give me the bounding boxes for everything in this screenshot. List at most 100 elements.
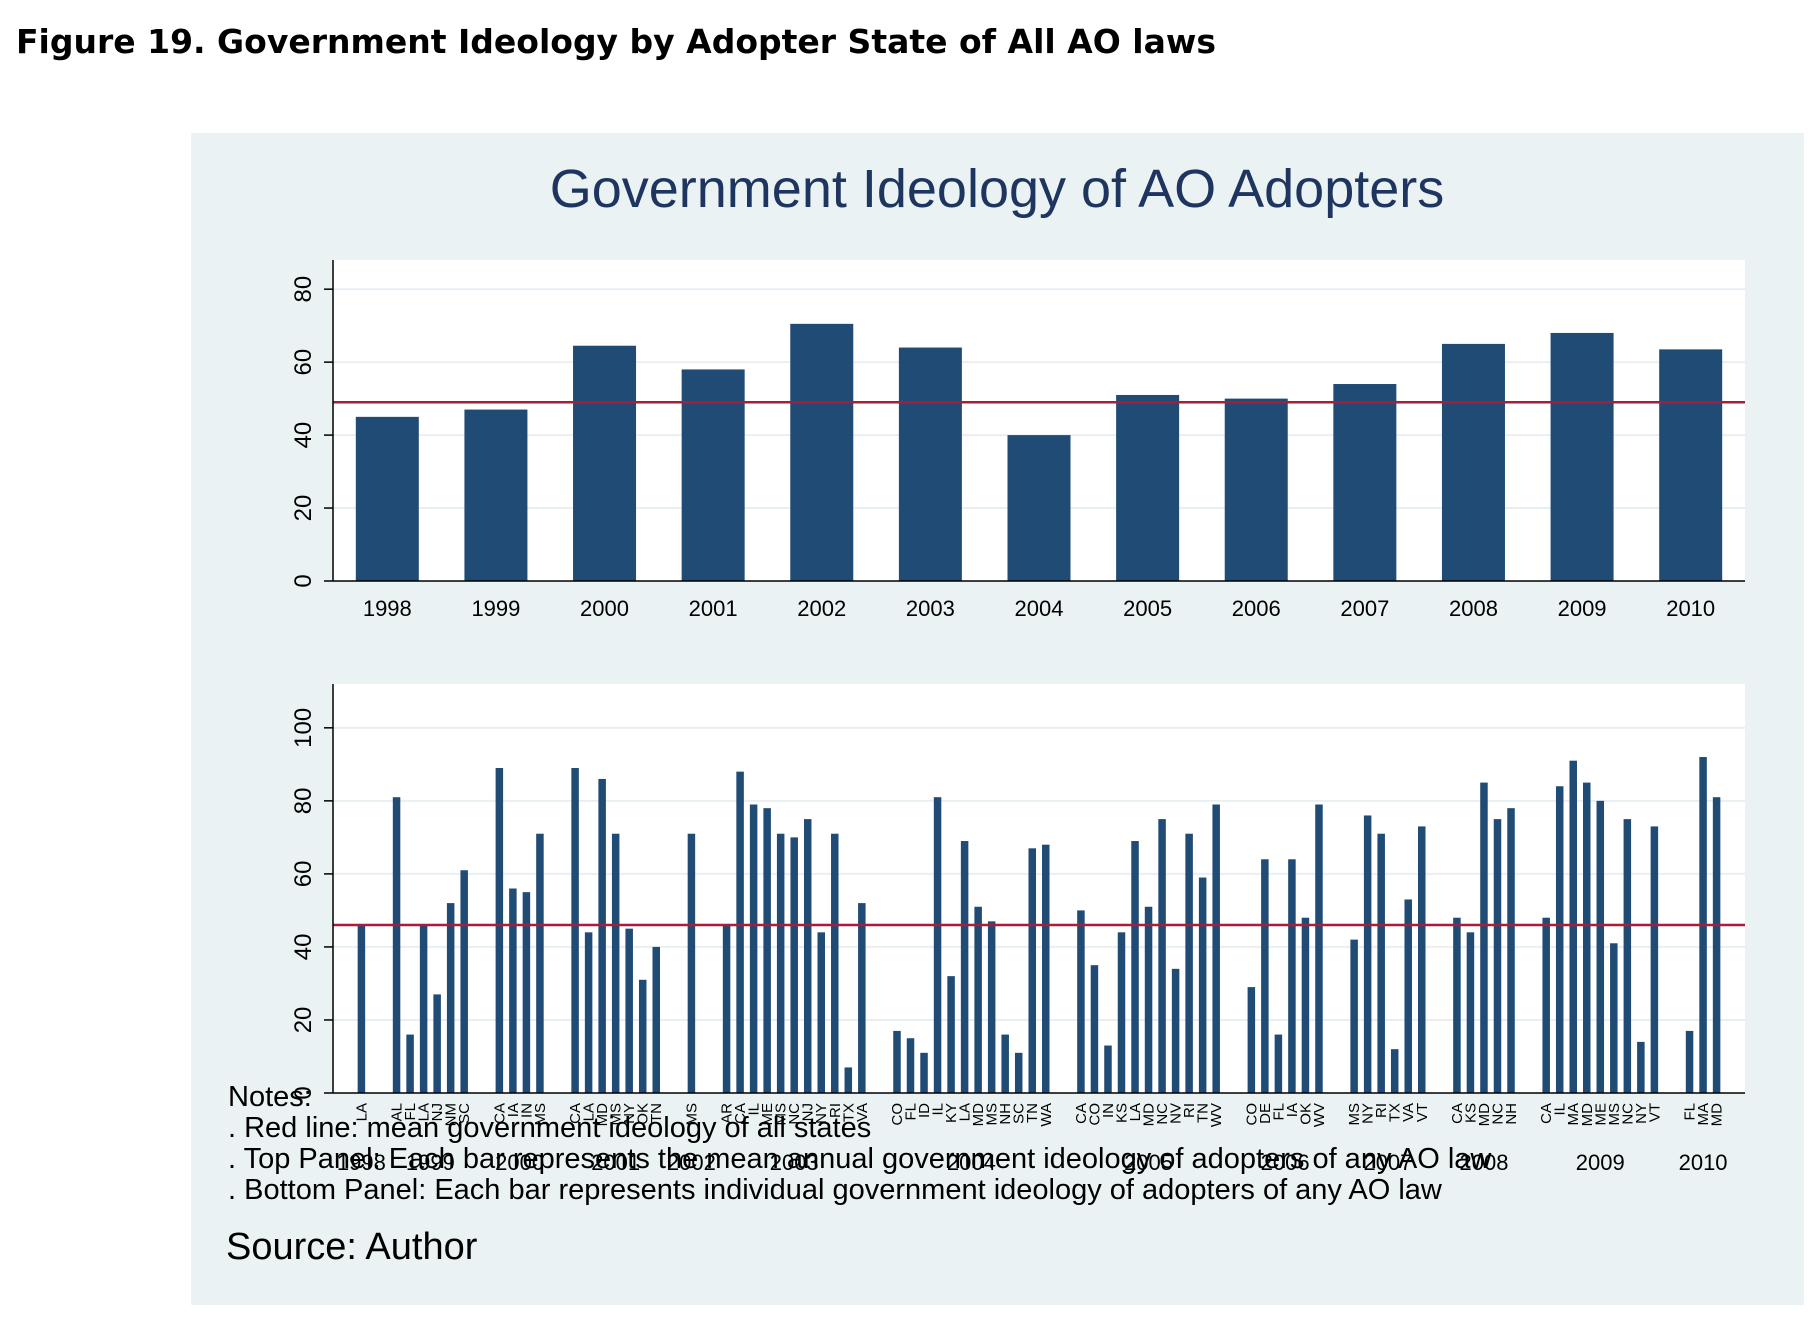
top-y-tick-label: 0 [290,574,317,587]
bottom-state-label: FL [1270,1103,1287,1121]
chart-panel: Government Ideology of AO Adopters 0 20 40… [191,133,1804,1305]
bottom-bar [1171,968,1180,1093]
bottom-bar [1542,917,1550,1093]
bottom-year-label: 1998 [337,1150,386,1175]
top-bar [1224,398,1288,581]
bottom-bar [509,888,517,1093]
bottom-state-label: NC [1154,1103,1171,1125]
bottom-state-label: IN [1100,1103,1117,1118]
bottom-state-label: CA [1073,1103,1090,1124]
top-bar [355,416,419,581]
bottom-state-label: NY [621,1103,638,1124]
top-x-tick-label: 1999 [471,596,520,621]
bottom-bar [722,925,731,1093]
bottom-year-label: 2002 [667,1150,716,1175]
bottom-bar [1350,939,1358,1093]
bottom-state-label: MD [1709,1103,1726,1126]
bottom-state-label: CA [1449,1103,1466,1124]
top-bar [1333,384,1397,581]
bottom-state-label: WV [1311,1103,1328,1127]
bottom-bar [611,833,620,1093]
bottom-bar [1390,1049,1399,1093]
bottom-year-label: 2005 [1124,1150,1173,1175]
bottom-state-label: MA [1695,1103,1712,1126]
bottom-state-label: IA [1284,1103,1301,1117]
bottom-state-label: SC [456,1103,473,1124]
bottom-bar [1212,804,1220,1093]
bottom-bar [1480,782,1488,1093]
bottom-bar [790,837,798,1093]
bottom-state-label: TX [840,1103,857,1122]
note-line-3: . Bottom Panel: Each bar represents indi… [228,1174,1442,1206]
bottom-bar [736,771,744,1093]
notes: Notes: . Red line: mean government ideol… [228,1082,1491,1206]
bottom-bar [893,1030,901,1093]
bottom-year-label: 2010 [1679,1150,1728,1175]
bottom-bar [433,994,441,1093]
top-bar [790,323,854,581]
bottom-bar [776,833,785,1093]
top-bar [1116,394,1180,581]
bottom-state-label: FL [1682,1103,1699,1121]
bottom-bar [1685,1030,1694,1093]
bottom-state-label: IN [518,1103,535,1118]
top-y-tick-label: 80 [290,276,317,303]
bottom-bar [687,833,696,1093]
bottom-bar [803,819,812,1093]
top-panel: 0 20 40 60 80 1998 1999 2000 2001 2002 2003 2004 20… [290,260,1745,621]
bottom-state-label: NY [1360,1103,1377,1124]
bottom-state-label: NY [813,1103,830,1124]
top-y-tick-labels: 0 20 40 60 80 [290,276,317,588]
bottom-state-label: NM [443,1103,460,1126]
bottom-bar [987,921,996,1093]
bottom-bar [1453,917,1461,1093]
bottom-state-label: MS [532,1103,549,1126]
top-x-tick-label: 2009 [1558,596,1607,621]
bottom-bar [1315,804,1323,1093]
bottom-state-label: CA [1538,1103,1555,1124]
bottom-axes [324,684,1745,1094]
bottom-bar [1404,899,1412,1093]
bottom-bar [947,976,955,1093]
top-bar [1659,349,1723,581]
bottom-y-tick-label: 0 [290,1086,317,1099]
bottom-state-label: VA [1400,1103,1417,1122]
bottom-state-label: MD [1476,1103,1493,1126]
bottom-state-label: CA [491,1103,508,1124]
bottom-year-label: 2007 [1363,1150,1412,1175]
bottom-state-label: NC [786,1103,803,1125]
bottom-state-label: VT [1646,1103,1663,1122]
bottom-state-label: CO [1243,1103,1260,1126]
top-bar [464,409,528,581]
bottom-state-label: VA [854,1103,871,1122]
bottom-bar [763,808,771,1093]
bottom-state-label: IA [505,1103,522,1117]
bottom-bar [536,833,544,1093]
bottom-bar [571,767,579,1093]
bottom-bar [1288,859,1296,1093]
bottom-bar [906,1038,915,1093]
bottom-bar [1555,786,1564,1093]
bottom-state-label: FL [903,1103,920,1121]
bottom-bar [1507,808,1515,1093]
bottom-state-label: NC [1619,1103,1636,1125]
bottom-year-label: 2000 [495,1150,544,1175]
bottom-state-label: RI [827,1103,844,1118]
top-x-tick-label: 2004 [1015,596,1064,621]
bottom-bar [357,925,366,1093]
bottom-bar [406,1034,414,1093]
bottom-state-label: MA [1565,1103,1582,1126]
bottom-state-label: NC [1489,1103,1506,1125]
bottom-bar [960,841,969,1093]
top-x-tick-label: 2001 [689,596,738,621]
top-bars [333,323,1745,581]
bottom-y-tick-labels: 0 20 40 60 80 100 [290,708,317,1100]
bottom-bar [1014,1052,1023,1093]
bottom-year-label: 2006 [1261,1150,1310,1175]
bottom-state-label: NY [1633,1103,1650,1124]
bottom-bar [419,925,428,1093]
bottom-state-label: TX [1387,1103,1404,1122]
note-line-2: . Top Panel: Each bar represents the mea… [228,1143,1492,1175]
